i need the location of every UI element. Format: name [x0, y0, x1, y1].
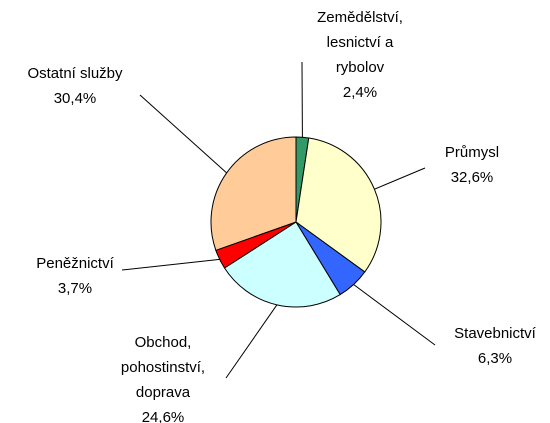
leader-line — [121, 258, 220, 271]
pie-slice — [223, 221, 341, 308]
leader-line — [139, 94, 227, 174]
leader-line — [225, 304, 278, 379]
leader-line — [374, 167, 426, 190]
value-label: 24,6% — [142, 409, 185, 423]
value-label: 6,3% — [478, 350, 512, 367]
leader-line — [353, 284, 436, 346]
slice-label: Ostatní služby — [27, 65, 123, 82]
slice-label: Stavebnictví — [454, 325, 537, 342]
pie-slice — [210, 136, 297, 251]
value-label: 2,4% — [343, 84, 377, 101]
value-label: 3,7% — [58, 280, 92, 297]
slice-label: Průmysl — [445, 144, 499, 161]
slice-label: Obchod, pohostinství, doprava — [121, 334, 205, 401]
value-label: 30,4% — [54, 90, 97, 107]
slice-label: Peněžnictví — [36, 255, 114, 272]
slice-label: Zemědělství, lesnictví a rybolov — [317, 9, 403, 76]
pie-slice — [295, 137, 382, 273]
value-label: 32,6% — [451, 169, 494, 186]
